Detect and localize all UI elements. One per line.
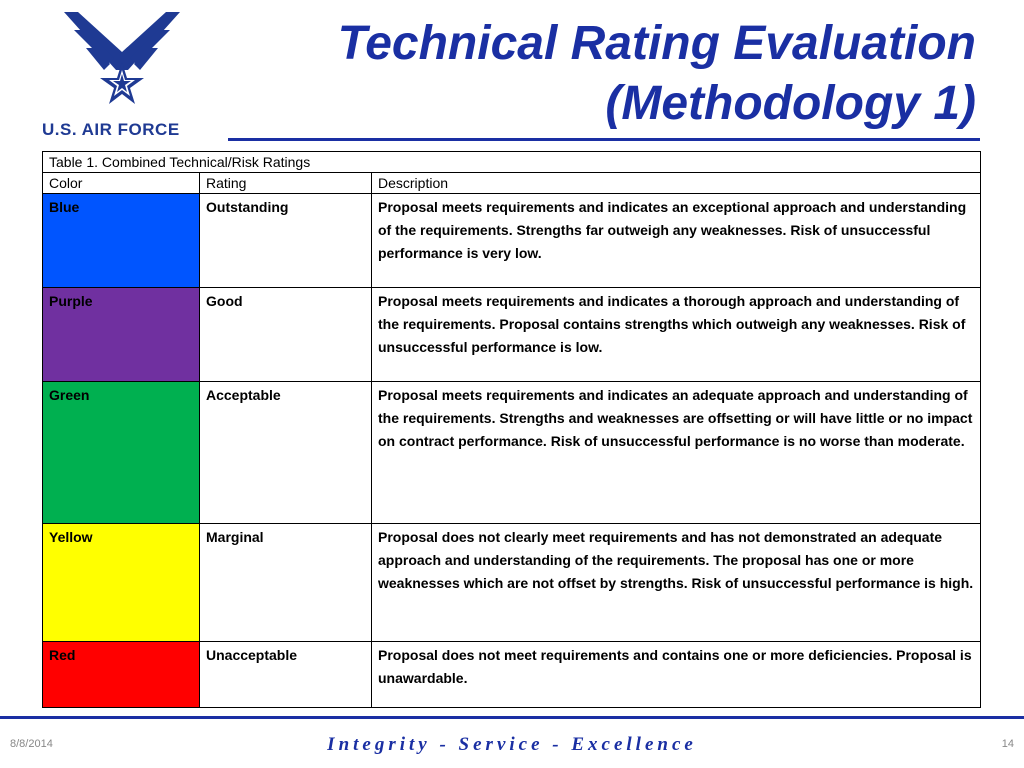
table-row: Blue Outstanding Proposal meets requirem… — [42, 193, 981, 288]
table-row: Yellow Marginal Proposal does not clearl… — [42, 523, 981, 642]
rating-cell: Acceptable — [199, 381, 372, 524]
footer-date: 8/8/2014 — [10, 738, 53, 750]
air-force-logo: U.S. AIR FORCE — [42, 8, 202, 139]
column-header-color: Color — [42, 172, 200, 194]
table-row: Purple Good Proposal meets requirements … — [42, 287, 981, 382]
page-title: Technical Rating Evaluation (Methodology… — [276, 14, 976, 134]
description-cell: Proposal does not meet requirements and … — [371, 641, 981, 708]
table-header-row: Color Rating Description — [42, 172, 981, 194]
footer-divider — [0, 716, 1024, 719]
table-row: Green Acceptable Proposal meets requirem… — [42, 381, 981, 524]
color-cell-green: Green — [42, 381, 200, 524]
page-number: 14 — [1001, 738, 1014, 750]
color-cell-purple: Purple — [42, 287, 200, 382]
description-cell: Proposal does not clearly meet requireme… — [371, 523, 981, 642]
rating-cell: Outstanding — [199, 193, 372, 288]
usaf-wings-star-icon — [64, 12, 180, 104]
color-cell-blue: Blue — [42, 193, 200, 288]
table-row: Red Unacceptable Proposal does not meet … — [42, 641, 981, 708]
ratings-table: Table 1. Combined Technical/Risk Ratings… — [42, 151, 981, 708]
description-cell: Proposal meets requirements and indicate… — [371, 381, 981, 524]
title-line-1: Technical Rating Evaluation — [337, 17, 976, 70]
logo-text: U.S. AIR FORCE — [42, 120, 180, 139]
table-caption-row: Table 1. Combined Technical/Risk Ratings — [42, 151, 981, 173]
title-line-2: (Methodology 1) — [605, 77, 976, 130]
title-divider — [228, 138, 980, 141]
rating-cell: Marginal — [199, 523, 372, 642]
footer-motto: Integrity - Service - Excellence — [327, 734, 697, 755]
column-header-rating: Rating — [199, 172, 372, 194]
description-cell: Proposal meets requirements and indicate… — [371, 193, 981, 288]
description-cell: Proposal meets requirements and indicate… — [371, 287, 981, 382]
color-cell-yellow: Yellow — [42, 523, 200, 642]
rating-cell: Good — [199, 287, 372, 382]
rating-cell: Unacceptable — [199, 641, 372, 708]
table-caption: Table 1. Combined Technical/Risk Ratings — [42, 151, 981, 173]
color-cell-red: Red — [42, 641, 200, 708]
column-header-description: Description — [371, 172, 981, 194]
